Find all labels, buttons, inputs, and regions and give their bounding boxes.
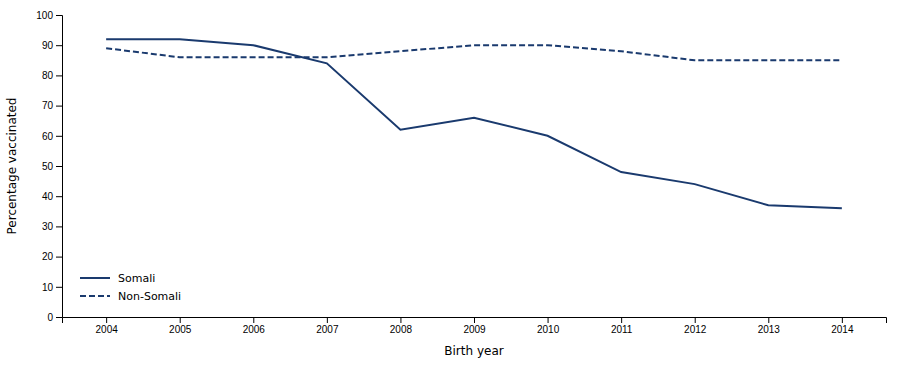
y-tick: 0 bbox=[47, 312, 62, 323]
x-tick-label: 2005 bbox=[169, 324, 192, 335]
x-tick-mark bbox=[474, 317, 475, 323]
x-tick: 2006 bbox=[243, 317, 266, 335]
x-tick-mark bbox=[695, 317, 696, 323]
x-tick-label: 2014 bbox=[831, 324, 854, 335]
y-tick-mark bbox=[56, 226, 62, 227]
x-tick: 2014 bbox=[831, 317, 854, 335]
x-tick: 2012 bbox=[684, 317, 707, 335]
y-tick-mark bbox=[56, 287, 62, 288]
y-axis: 0 10 20 30 40 50 60 70 80 90 100 bbox=[36, 10, 62, 323]
y-tick-label: 10 bbox=[42, 282, 54, 293]
y-tick: 10 bbox=[42, 282, 62, 293]
x-axis-line bbox=[63, 318, 887, 324]
y-tick: 30 bbox=[42, 221, 62, 232]
x-axis: 2004 2005 2006 2007 2008 2009 2010 2011 2012 2013… bbox=[63, 317, 887, 335]
x-tick-mark bbox=[621, 317, 622, 323]
y-tick-mark bbox=[56, 136, 62, 137]
y-tick-mark bbox=[56, 106, 62, 107]
x-tick-mark bbox=[106, 317, 107, 323]
y-tick-label: 0 bbox=[47, 312, 53, 323]
y-tick: 100 bbox=[36, 10, 62, 21]
y-tick: 70 bbox=[42, 100, 62, 111]
plot-area: 2004200520062007200820092010201120122013… bbox=[36, 10, 886, 335]
x-tick-mark bbox=[842, 317, 843, 323]
y-tick-mark bbox=[56, 45, 62, 46]
legend-label: Somali bbox=[118, 272, 155, 285]
x-tick-mark bbox=[180, 317, 181, 323]
y-tick-mark bbox=[56, 257, 62, 258]
x-tick: 2004 bbox=[96, 317, 119, 335]
x-tick-label: 2011 bbox=[611, 324, 633, 335]
x-tick-mark bbox=[327, 317, 328, 323]
y-axis-title: Percentage vaccinated bbox=[5, 98, 19, 235]
x-tick: 2010 bbox=[537, 317, 560, 335]
y-tick-label: 80 bbox=[42, 70, 54, 81]
y-tick-label: 40 bbox=[42, 191, 54, 202]
x-tick-mark bbox=[253, 317, 254, 323]
x-tick-label: 2013 bbox=[758, 324, 781, 335]
y-tick-label: 100 bbox=[36, 10, 53, 21]
x-tick-mark bbox=[548, 317, 549, 323]
y-tick-mark bbox=[56, 166, 62, 167]
lines bbox=[106, 39, 842, 208]
y-tick-mark bbox=[56, 15, 62, 16]
x-tick-label: 2007 bbox=[316, 324, 339, 335]
y-tick-label: 60 bbox=[42, 131, 54, 142]
y-tick-mark bbox=[56, 317, 62, 318]
legend-item: Somali bbox=[80, 272, 155, 285]
x-tick: 2008 bbox=[390, 317, 413, 335]
y-tick-mark bbox=[56, 75, 62, 76]
x-tick: 2013 bbox=[758, 317, 781, 335]
x-tick-label: 2012 bbox=[684, 324, 707, 335]
x-tick: 2005 bbox=[169, 317, 192, 335]
x-tick-mark bbox=[768, 317, 769, 323]
chart: 2004200520062007200820092010201120122013… bbox=[0, 0, 908, 365]
y-tick: 50 bbox=[42, 161, 62, 172]
y-tick-mark bbox=[56, 196, 62, 197]
x-tick-label: 2006 bbox=[243, 324, 266, 335]
x-axis-title: Birth year bbox=[444, 344, 503, 358]
y-axis-line bbox=[56, 16, 63, 318]
y-tick: 90 bbox=[42, 40, 62, 51]
legend-swatch bbox=[80, 295, 110, 297]
x-tick-label: 2008 bbox=[390, 324, 413, 335]
x-tick: 2009 bbox=[463, 317, 486, 335]
legend-item: Non-Somali bbox=[80, 290, 181, 303]
x-tick-label: 2004 bbox=[96, 324, 119, 335]
y-tick-label: 90 bbox=[42, 40, 54, 51]
x-tick: 2007 bbox=[316, 317, 339, 335]
legend: Somali Non-Somali bbox=[80, 272, 181, 303]
x-tick: 2011 bbox=[611, 317, 633, 335]
x-tick-label: 2010 bbox=[537, 324, 560, 335]
y-tick-label: 20 bbox=[42, 251, 54, 262]
y-tick-label: 30 bbox=[42, 221, 54, 232]
y-tick: 60 bbox=[42, 131, 62, 142]
y-tick: 40 bbox=[42, 191, 62, 202]
legend-label: Non-Somali bbox=[118, 290, 181, 303]
x-tick-label: 2009 bbox=[463, 324, 486, 335]
legend-swatch bbox=[80, 277, 110, 279]
y-tick-label: 50 bbox=[42, 161, 54, 172]
line-series bbox=[106, 39, 842, 208]
x-tick-mark bbox=[400, 317, 401, 323]
y-tick: 20 bbox=[42, 251, 62, 262]
y-tick: 80 bbox=[42, 70, 62, 81]
line-series bbox=[106, 45, 842, 60]
y-tick-label: 70 bbox=[42, 100, 54, 111]
